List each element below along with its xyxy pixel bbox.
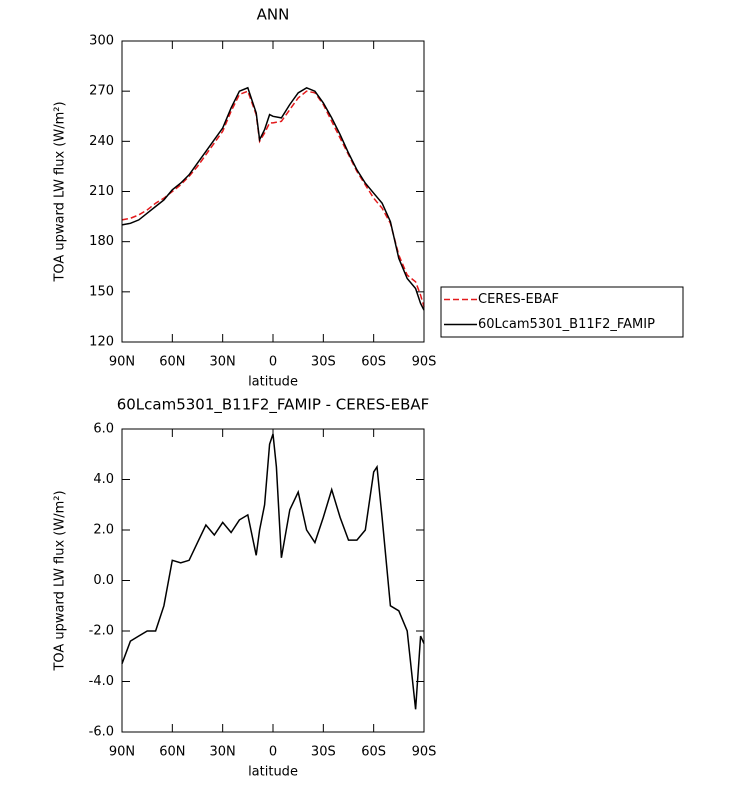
x-tick-label: 90N <box>109 355 135 370</box>
y-tick-label: 240 <box>89 134 114 149</box>
y-tick-label: 300 <box>89 34 114 49</box>
y-tick-label: 4.0 <box>93 472 114 487</box>
y-tick-label: -6.0 <box>89 725 114 740</box>
legend-box <box>440 286 684 338</box>
chart-title: ANN <box>257 6 290 24</box>
plot-frame <box>121 428 425 733</box>
y-tick-label: 6.0 <box>93 422 114 437</box>
x-tick-label: 30N <box>210 745 236 760</box>
y-tick-label: -4.0 <box>89 674 114 689</box>
y-tick-label: -2.0 <box>89 624 114 639</box>
y-tick-label: 0.0 <box>93 573 114 588</box>
plot-frame <box>121 40 425 343</box>
x-axis-label: latitude <box>248 375 298 390</box>
data-line <box>121 433 425 710</box>
y-tick-label: 2.0 <box>93 523 114 538</box>
y-axis-label: TOA upward LW flux (W/m²) <box>53 490 68 671</box>
x-tick-label: 60S <box>361 745 386 760</box>
y-tick-label: 150 <box>89 284 114 299</box>
y-tick-label: 180 <box>89 234 114 249</box>
x-tick-label: 60N <box>159 745 185 760</box>
y-tick-label: 270 <box>89 84 114 99</box>
x-axis-label: latitude <box>248 765 298 780</box>
y-tick-label: 120 <box>89 335 114 350</box>
x-tick-label: 90S <box>412 355 437 370</box>
data-line <box>121 90 425 308</box>
chart-title: 60Lcam5301_B11F2_FAMIP - CERES-EBAF <box>117 396 430 415</box>
y-axis-label: TOA upward LW flux (W/m²) <box>53 101 68 282</box>
x-tick-label: 30S <box>311 355 336 370</box>
x-tick-label: 90S <box>412 745 437 760</box>
x-tick-label: 0 <box>269 355 277 370</box>
y-tick-label: 210 <box>89 184 114 199</box>
x-tick-label: 60S <box>361 355 386 370</box>
x-tick-label: 60N <box>159 355 185 370</box>
x-tick-label: 30S <box>311 745 336 760</box>
legend-label: CERES-EBAF <box>478 292 559 307</box>
data-line <box>121 86 425 311</box>
x-tick-label: 0 <box>269 745 277 760</box>
legend-label: 60Lcam5301_B11F2_FAMIP <box>478 317 655 332</box>
x-tick-label: 90N <box>109 745 135 760</box>
x-tick-label: 30N <box>210 355 236 370</box>
